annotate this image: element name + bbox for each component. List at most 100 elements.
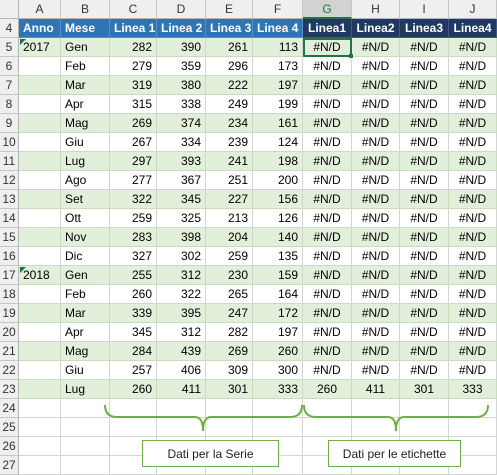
data-cell[interactable]: #N/D xyxy=(400,247,449,266)
data-cell[interactable]: Gen xyxy=(61,266,110,285)
data-cell[interactable]: #N/D xyxy=(303,133,352,152)
data-cell[interactable]: #N/D xyxy=(449,76,497,95)
data-cell[interactable] xyxy=(19,323,61,342)
data-cell[interactable]: 257 xyxy=(110,361,157,380)
data-cell[interactable] xyxy=(19,380,61,399)
data-cell[interactable]: #N/D xyxy=(400,133,449,152)
data-cell[interactable]: #N/D xyxy=(352,76,400,95)
data-cell[interactable] xyxy=(19,209,61,228)
data-cell[interactable]: #N/D xyxy=(400,95,449,114)
data-cell[interactable]: 265 xyxy=(206,285,253,304)
header-cell[interactable]: Linea1 xyxy=(303,19,352,38)
data-cell[interactable]: Mag xyxy=(61,114,110,133)
data-cell[interactable]: 301 xyxy=(206,380,253,399)
data-cell[interactable]: #N/D xyxy=(352,247,400,266)
data-cell[interactable]: #N/D xyxy=(303,114,352,133)
row-header-21[interactable]: 21 xyxy=(0,342,19,361)
column-header-g[interactable]: G xyxy=(303,0,352,19)
data-cell[interactable]: 439 xyxy=(157,342,206,361)
data-cell[interactable]: #N/D xyxy=(303,152,352,171)
data-cell[interactable]: #N/D xyxy=(303,266,352,285)
data-cell[interactable]: 222 xyxy=(206,76,253,95)
data-cell[interactable]: Feb xyxy=(61,57,110,76)
data-cell[interactable]: 260 xyxy=(303,380,352,399)
data-cell[interactable]: 319 xyxy=(110,76,157,95)
data-cell[interactable]: 283 xyxy=(110,228,157,247)
data-cell[interactable]: #N/D xyxy=(400,114,449,133)
data-cell[interactable]: 322 xyxy=(157,285,206,304)
data-cell[interactable]: #N/D xyxy=(400,57,449,76)
data-cell[interactable] xyxy=(19,190,61,209)
column-header-a[interactable]: A xyxy=(19,0,61,19)
data-cell[interactable]: 390 xyxy=(157,38,206,57)
data-cell[interactable]: Giu xyxy=(61,361,110,380)
data-cell[interactable]: #N/D xyxy=(400,38,449,57)
data-cell[interactable]: 279 xyxy=(110,57,157,76)
data-cell[interactable]: 259 xyxy=(110,209,157,228)
data-cell[interactable] xyxy=(19,171,61,190)
empty-cell[interactable] xyxy=(303,418,352,437)
row-header-16[interactable]: 16 xyxy=(0,247,19,266)
data-cell[interactable] xyxy=(19,114,61,133)
empty-cell[interactable] xyxy=(253,418,303,437)
row-header-14[interactable]: 14 xyxy=(0,209,19,228)
data-cell[interactable]: #N/D xyxy=(400,342,449,361)
column-header-c[interactable]: C xyxy=(110,0,157,19)
data-cell[interactable]: 2018 xyxy=(19,266,61,285)
data-cell[interactable]: #N/D xyxy=(303,190,352,209)
data-cell[interactable]: 2017 xyxy=(19,38,61,57)
data-cell[interactable]: #N/D xyxy=(303,171,352,190)
empty-cell[interactable] xyxy=(61,399,110,418)
data-cell[interactable]: 325 xyxy=(157,209,206,228)
data-cell[interactable]: 172 xyxy=(253,304,303,323)
data-cell[interactable]: #N/D xyxy=(400,304,449,323)
row-header-13[interactable]: 13 xyxy=(0,190,19,209)
data-cell[interactable]: #N/D xyxy=(352,152,400,171)
data-cell[interactable]: #N/D xyxy=(303,361,352,380)
data-cell[interactable]: #N/D xyxy=(449,342,497,361)
row-header-22[interactable]: 22 xyxy=(0,361,19,380)
data-cell[interactable]: 255 xyxy=(110,266,157,285)
data-cell[interactable]: 406 xyxy=(157,361,206,380)
data-cell[interactable]: 239 xyxy=(206,133,253,152)
data-cell[interactable]: #N/D xyxy=(352,95,400,114)
data-cell[interactable]: 395 xyxy=(157,304,206,323)
data-cell[interactable] xyxy=(19,95,61,114)
data-cell[interactable]: Gen xyxy=(61,38,110,57)
row-header-19[interactable]: 19 xyxy=(0,304,19,323)
row-header-20[interactable]: 20 xyxy=(0,323,19,342)
empty-cell[interactable] xyxy=(19,399,61,418)
row-header-10[interactable]: 10 xyxy=(0,133,19,152)
data-cell[interactable]: #N/D xyxy=(352,38,400,57)
data-cell[interactable]: Mag xyxy=(61,342,110,361)
data-cell[interactable]: #N/D xyxy=(303,228,352,247)
fill-handle[interactable] xyxy=(349,54,353,58)
empty-cell[interactable] xyxy=(61,418,110,437)
row-header-4[interactable]: 4 xyxy=(0,19,19,38)
data-cell[interactable]: 249 xyxy=(206,95,253,114)
data-cell[interactable]: #N/D xyxy=(303,285,352,304)
data-cell[interactable]: #N/D xyxy=(449,38,497,57)
data-cell[interactable]: #N/D xyxy=(352,266,400,285)
header-cell[interactable]: Linea 1 xyxy=(110,19,157,38)
data-cell[interactable]: 197 xyxy=(253,323,303,342)
data-cell[interactable]: 124 xyxy=(253,133,303,152)
data-cell[interactable]: 312 xyxy=(157,266,206,285)
data-cell[interactable]: #N/D xyxy=(303,38,352,57)
empty-cell[interactable] xyxy=(19,418,61,437)
data-cell[interactable]: 200 xyxy=(253,171,303,190)
data-cell[interactable]: 269 xyxy=(206,342,253,361)
empty-cell[interactable] xyxy=(400,418,449,437)
data-cell[interactable]: 297 xyxy=(110,152,157,171)
data-cell[interactable]: #N/D xyxy=(352,57,400,76)
data-cell[interactable]: #N/D xyxy=(449,152,497,171)
data-cell[interactable]: Ott xyxy=(61,209,110,228)
data-cell[interactable]: #N/D xyxy=(400,361,449,380)
data-cell[interactable]: 204 xyxy=(206,228,253,247)
row-header-5[interactable]: 5 xyxy=(0,38,19,57)
data-cell[interactable] xyxy=(19,133,61,152)
row-header-18[interactable]: 18 xyxy=(0,285,19,304)
data-cell[interactable]: 159 xyxy=(253,266,303,285)
data-cell[interactable]: #N/D xyxy=(400,190,449,209)
row-header-24[interactable]: 24 xyxy=(0,399,19,418)
